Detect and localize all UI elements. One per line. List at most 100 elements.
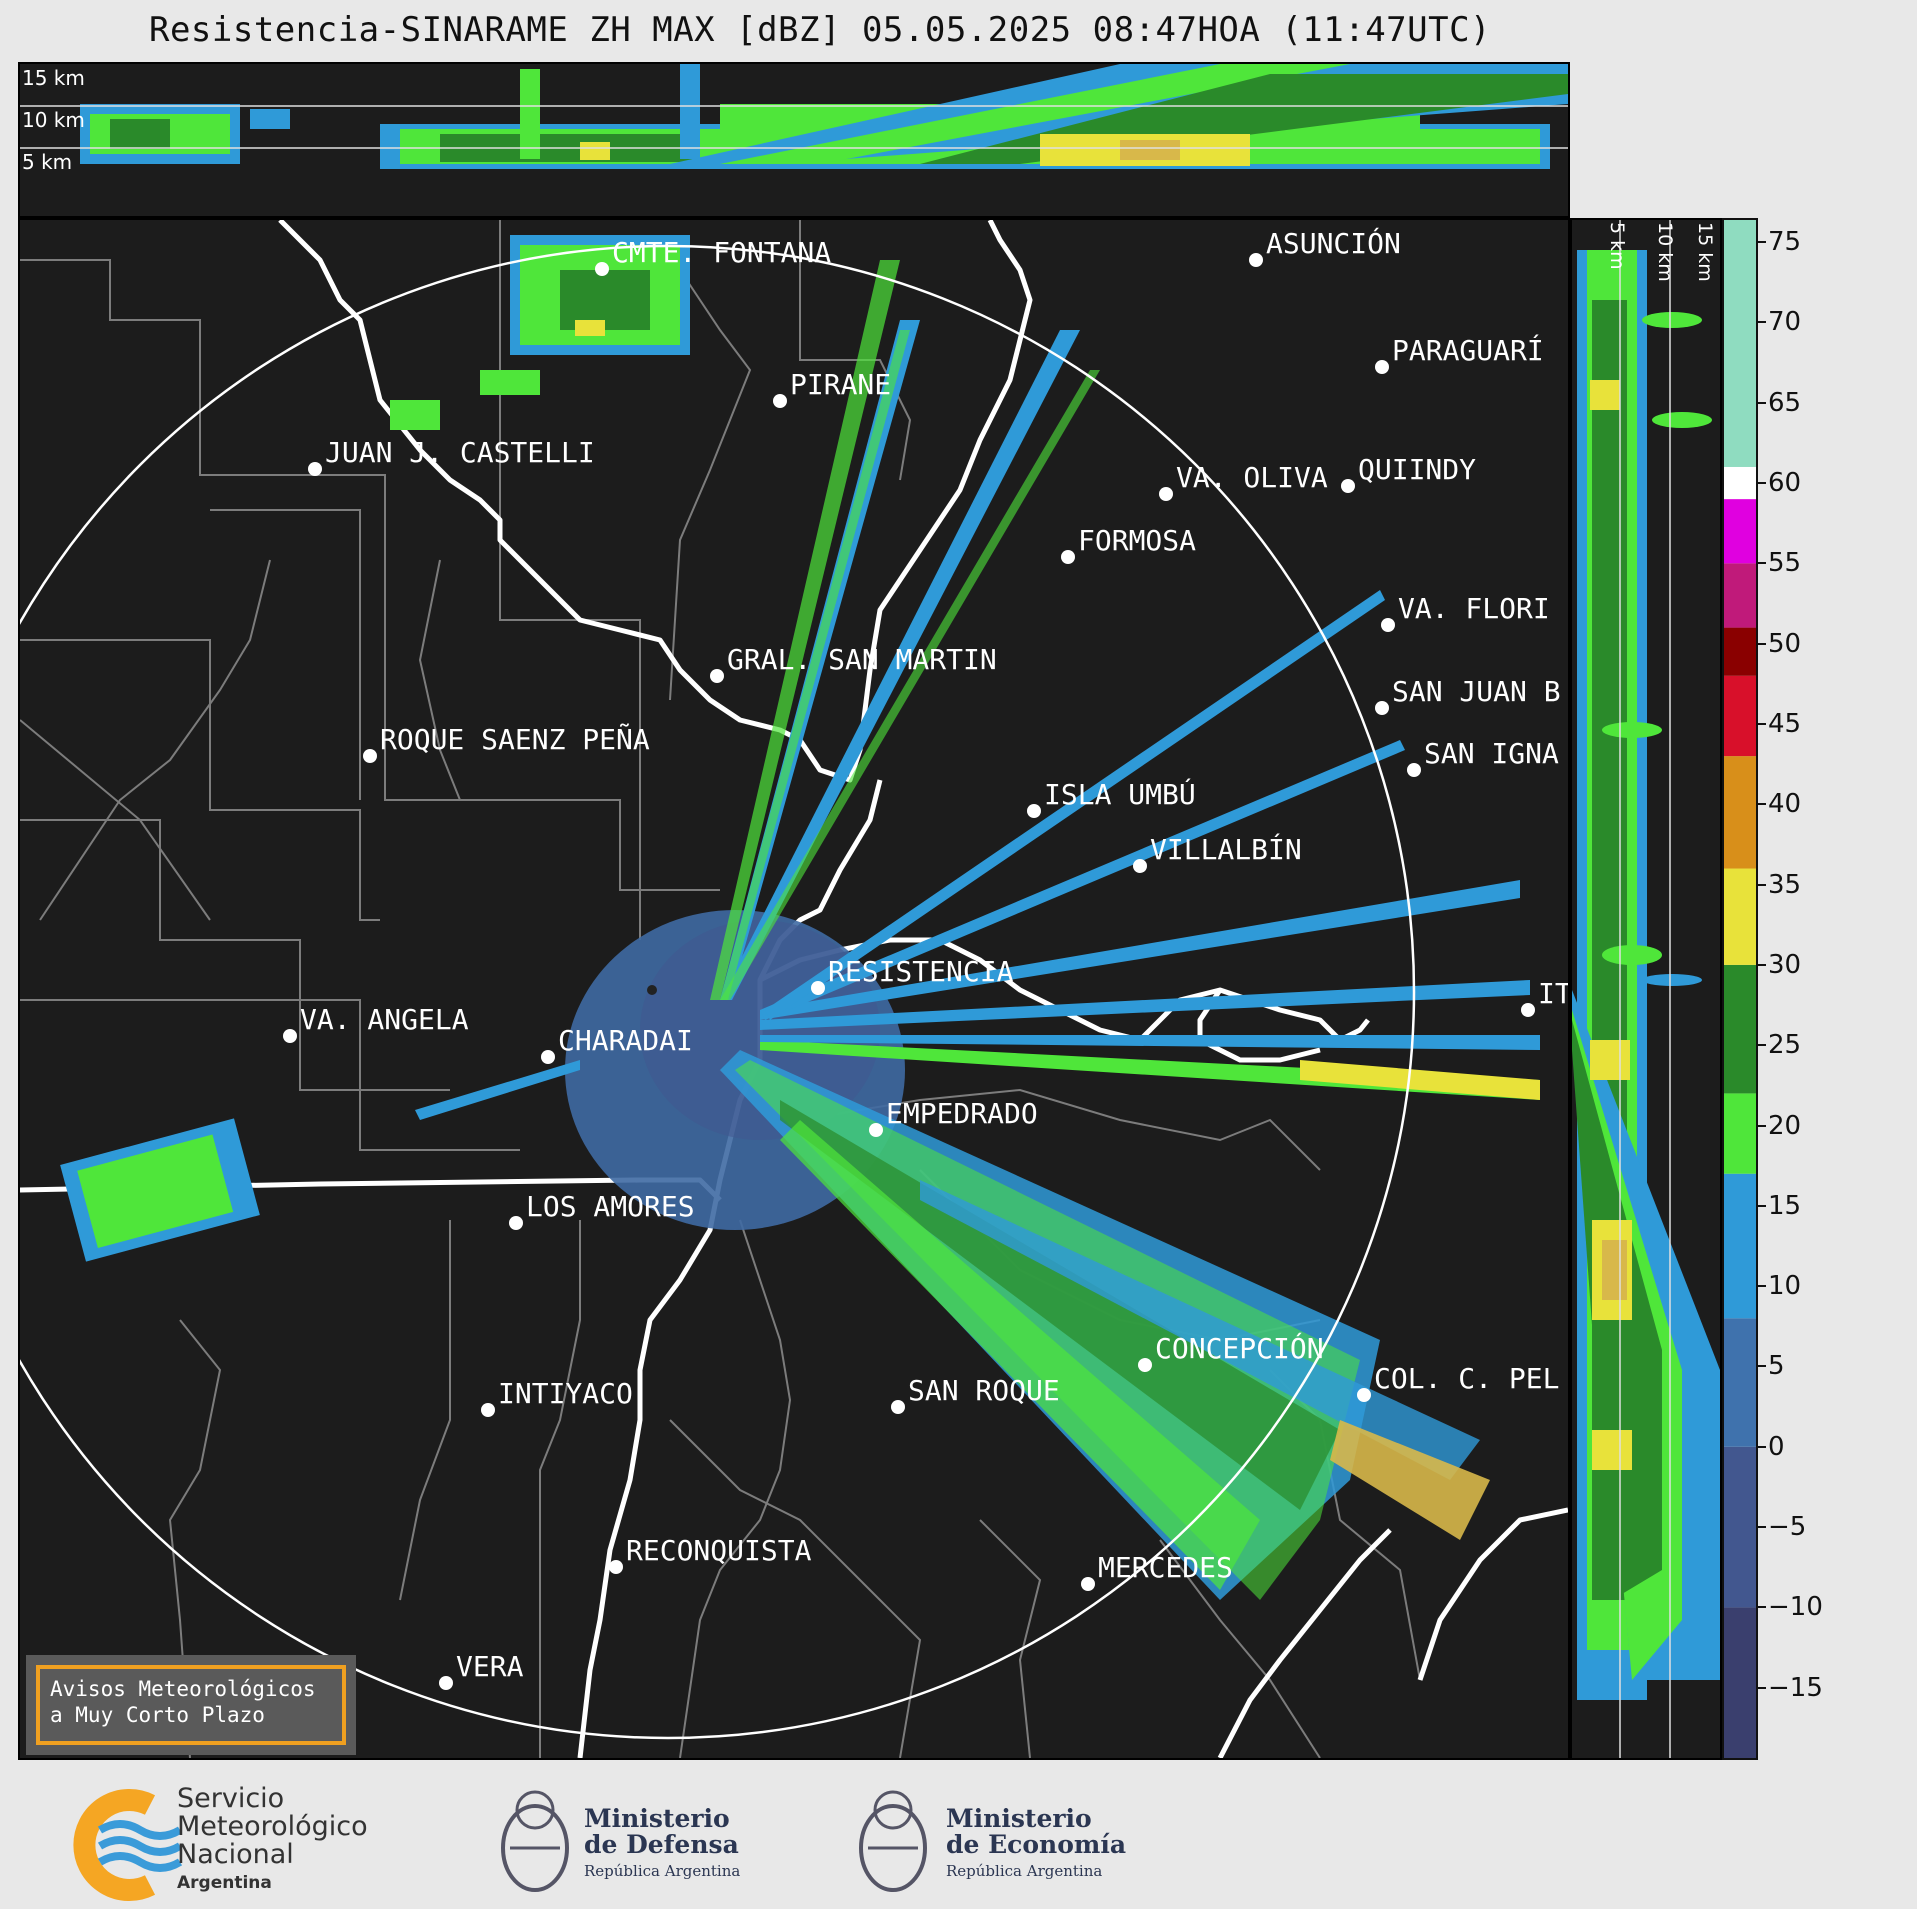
colorbar-tick-mark	[1758, 401, 1766, 404]
city-label: COL. C. PEL	[1374, 1362, 1560, 1395]
colorbar-tick-label: −10	[1768, 1592, 1823, 1623]
smn-line-2: Meteorológico	[177, 1811, 368, 1842]
smn-line-3: Nacional	[177, 1839, 294, 1870]
colorbar-tick-mark	[1758, 722, 1766, 725]
economia-line-1: Ministerio	[946, 1804, 1092, 1833]
city-marker	[363, 749, 377, 763]
city-marker	[1081, 1577, 1095, 1591]
city-marker	[869, 1123, 883, 1137]
dbz-colorbar	[1722, 218, 1758, 1760]
alert-line-2: a Muy Corto Plazo	[50, 1703, 265, 1727]
colorbar-tick-mark	[1758, 241, 1766, 244]
city-label: ROQUE SAENZ PEÑA	[380, 723, 650, 756]
city-marker	[891, 1400, 905, 1414]
colorbar-segment	[1722, 964, 1758, 1094]
city-marker	[1521, 1003, 1535, 1017]
city-marker	[541, 1050, 555, 1064]
colorbar-segment	[1722, 466, 1758, 500]
colorbar-tick-mark	[1758, 1285, 1766, 1288]
city-label: IT	[1538, 977, 1570, 1010]
colorbar-segment	[1722, 1607, 1758, 1760]
colorbar-tick-label: −5	[1768, 1512, 1807, 1543]
colorbar-tick-label: 5	[1768, 1351, 1785, 1382]
colorbar-segment	[1722, 563, 1758, 628]
city-marker	[283, 1029, 297, 1043]
colorbar-tick-mark	[1758, 1365, 1766, 1368]
colorbar-tick-mark	[1758, 1526, 1766, 1529]
city-label: RECONQUISTA	[626, 1534, 812, 1567]
colorbar-tick-mark	[1758, 1204, 1766, 1207]
colorbar-segment	[1722, 675, 1758, 757]
city-label: VA. FLORI	[1398, 592, 1550, 625]
city-marker	[811, 981, 825, 995]
side-echo-band	[1572, 250, 1720, 1700]
range-ring	[20, 244, 1416, 1740]
side-height-label-5: 5 km	[1606, 222, 1628, 270]
city-label: CONCEPCIÓN	[1155, 1332, 1324, 1365]
colorbar-tick-mark	[1758, 883, 1766, 886]
city-marker	[1381, 618, 1395, 632]
colorbar-tick-mark	[1758, 1124, 1766, 1127]
city-marker	[773, 394, 787, 408]
city-label: JUAN J. CASTELLI	[325, 436, 595, 469]
top-echo-band	[80, 64, 1568, 169]
colorbar-segment	[1722, 627, 1758, 676]
colorbar-segment	[1722, 499, 1758, 564]
defensa-sub: República Argentina	[584, 1862, 741, 1880]
city-marker	[481, 1403, 495, 1417]
colorbar-segment	[1722, 756, 1758, 869]
colorbar-segment	[1722, 1093, 1758, 1174]
side-height-profile-panel: 5 km 10 km 15 km	[1570, 218, 1722, 1760]
colorbar-tick-mark	[1758, 803, 1766, 806]
colorbar-tick-label: 45	[1768, 708, 1802, 739]
colorbar-tick-mark	[1758, 482, 1766, 485]
smn-logo-text: Servicio Meteorológico Nacional Argentin…	[177, 1785, 368, 1897]
city-label: ASUNCIÓN	[1266, 227, 1401, 260]
colorbar-tick-mark	[1758, 642, 1766, 645]
chart-title: Resistencia-SINARAME ZH MAX [dBZ] 05.05.…	[148, 10, 1492, 50]
top-height-profile-panel: 15 km 10 km 5 km	[18, 62, 1570, 218]
colorbar-tick-label: 30	[1768, 949, 1802, 980]
city-marker	[1027, 804, 1041, 818]
defensa-line-2: de Defensa	[584, 1830, 739, 1859]
city-label: VERA	[456, 1650, 524, 1683]
smn-sub: Argentina	[177, 1873, 272, 1893]
city-label: INTIYACO	[498, 1377, 633, 1410]
city-label: QUIINDY	[1358, 453, 1477, 486]
footer	[0, 1760, 1917, 1909]
colorbar-tick-label: 20	[1768, 1110, 1802, 1141]
city-label: GRAL. SAN MARTIN	[727, 643, 997, 676]
colorbar-tick-label: 65	[1768, 387, 1802, 418]
colorbar-tick-label: 55	[1768, 548, 1802, 579]
alert-box-frame	[36, 1665, 346, 1745]
colorbar-tick-label: 40	[1768, 789, 1802, 820]
city-marker	[509, 1216, 523, 1230]
city-label: VILLALBÍN	[1150, 833, 1302, 866]
radar-echoes	[60, 235, 1540, 1600]
colorbar-segment	[1722, 1318, 1758, 1447]
city-marker	[1138, 1358, 1152, 1372]
economia-logo-text: Ministerio de Economía República Argenti…	[946, 1806, 1126, 1884]
city-label: CMTE. FONTANA	[612, 236, 832, 269]
city-label: VA. ANGELA	[300, 1003, 469, 1036]
top-height-label-5: 5 km	[22, 150, 73, 174]
economia-line-2: de Economía	[946, 1830, 1127, 1859]
colorbar-tick-mark	[1758, 1606, 1766, 1609]
city-label: PARAGUARÍ	[1392, 334, 1544, 367]
colorbar-tick-label: 75	[1768, 227, 1802, 258]
city-marker	[1061, 550, 1075, 564]
defensa-logo-text: Ministerio de Defensa República Argentin…	[584, 1806, 740, 1884]
colorbar-tick-label: 60	[1768, 468, 1802, 499]
city-label: LOS AMORES	[526, 1190, 695, 1223]
city-marker	[595, 262, 609, 276]
city-marker	[1133, 859, 1147, 873]
city-label: MERCEDES	[1098, 1551, 1233, 1584]
colorbar-tick-label: 70	[1768, 307, 1802, 338]
economia-coat-of-arms-icon	[859, 1790, 927, 1892]
smn-line-1: Servicio	[177, 1783, 285, 1814]
province-boundaries	[20, 220, 1421, 1758]
city-label: SAN JUAN B	[1392, 675, 1561, 708]
defensa-line-1: Ministerio	[584, 1804, 730, 1833]
colorbar-tick-label: 35	[1768, 869, 1802, 900]
city-label: ISLA UMBÚ	[1044, 778, 1196, 811]
